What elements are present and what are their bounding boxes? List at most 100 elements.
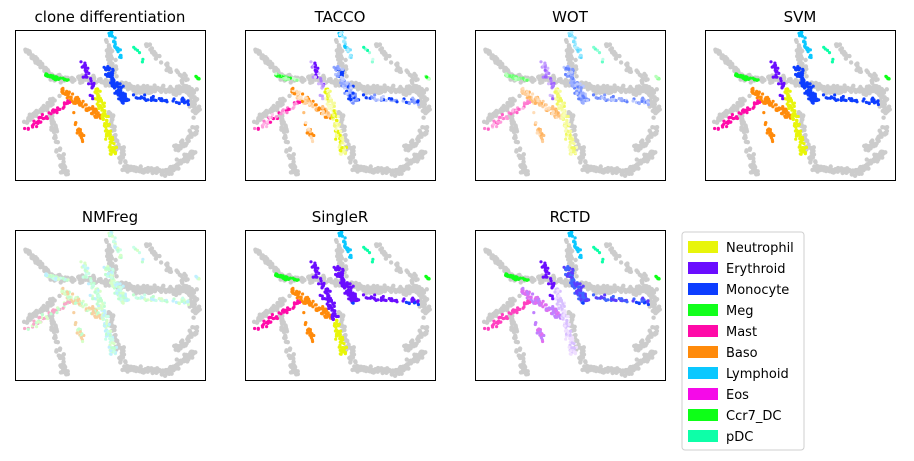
data-point (327, 94, 331, 98)
background-point (743, 139, 749, 144)
data-point (802, 39, 806, 43)
data-point (539, 60, 543, 64)
data-point (739, 112, 743, 116)
background-point (536, 74, 541, 80)
background-point (348, 160, 353, 165)
background-point (280, 98, 285, 103)
background-point (99, 80, 104, 85)
background-point (612, 167, 617, 172)
background-point (176, 88, 181, 93)
background-point (652, 110, 658, 115)
panel-3: SVM (705, 8, 896, 181)
data-point (407, 101, 411, 106)
data-point (81, 139, 85, 144)
data-point (143, 93, 147, 97)
data-point (565, 119, 569, 123)
data-point (73, 101, 77, 105)
data-point (808, 53, 813, 58)
background-point (405, 70, 410, 75)
background-point (733, 106, 738, 112)
background-point (104, 39, 109, 44)
background-point (110, 114, 116, 120)
background-point (382, 49, 387, 55)
background-point (838, 47, 843, 52)
data-point (62, 102, 67, 106)
data-point (734, 72, 738, 76)
background-point (342, 127, 347, 133)
data-point (774, 103, 778, 107)
data-point (68, 100, 72, 104)
data-point (342, 39, 346, 43)
background-point (410, 143, 415, 149)
data-point (355, 98, 359, 102)
background-point (402, 143, 407, 149)
background-point (884, 125, 890, 130)
background-point (112, 127, 117, 133)
data-point (302, 111, 306, 115)
data-point (544, 103, 548, 107)
background-point (33, 113, 39, 119)
background-point (743, 123, 748, 128)
background-point (645, 157, 651, 162)
data-point (116, 48, 120, 52)
background-point (518, 170, 524, 175)
data-point (339, 75, 343, 79)
background-point (823, 168, 829, 174)
background-point (719, 54, 725, 59)
background-point (182, 88, 187, 93)
background-point (861, 166, 867, 171)
data-point (295, 90, 299, 94)
background-point (744, 149, 749, 154)
data-point (575, 82, 579, 86)
data-point (335, 119, 339, 123)
data-point (740, 109, 745, 113)
background-point (284, 127, 289, 132)
background-point (815, 166, 821, 171)
background-point (50, 118, 55, 124)
background-point (357, 81, 362, 87)
background-point (194, 125, 200, 130)
data-point (110, 141, 114, 145)
background-point (127, 81, 132, 87)
data-point (270, 113, 274, 117)
background-point (286, 153, 291, 158)
data-point (591, 93, 596, 97)
background-point (530, 79, 535, 84)
background-point (371, 169, 377, 174)
background-point (529, 75, 535, 81)
data-point (131, 93, 136, 97)
data-point (850, 97, 854, 101)
data-point (528, 100, 532, 104)
background-point (375, 84, 380, 89)
background-point (597, 89, 602, 94)
data-point (373, 93, 377, 97)
data-point (49, 112, 53, 116)
data-point (83, 75, 87, 79)
background-point (190, 125, 195, 130)
background-point (566, 47, 571, 52)
data-point (795, 119, 799, 123)
data-point (541, 139, 545, 144)
data-point (567, 67, 571, 71)
background-point (636, 88, 641, 93)
background-point (36, 61, 41, 66)
data-point (498, 115, 502, 119)
data-point (486, 127, 490, 131)
data-point (495, 125, 499, 129)
data-point (871, 96, 875, 100)
background-point (144, 89, 149, 95)
background-point (133, 168, 139, 174)
background-point (113, 57, 118, 63)
background-point (420, 92, 425, 97)
data-point (107, 145, 111, 149)
background-point (608, 47, 613, 52)
data-point (532, 111, 536, 115)
data-point (333, 124, 337, 128)
background-point (117, 155, 122, 161)
data-point (767, 127, 771, 131)
background-point (382, 89, 387, 94)
background-point (172, 143, 177, 149)
data-point (728, 120, 733, 124)
data-point (800, 70, 804, 74)
data-point (68, 95, 72, 99)
